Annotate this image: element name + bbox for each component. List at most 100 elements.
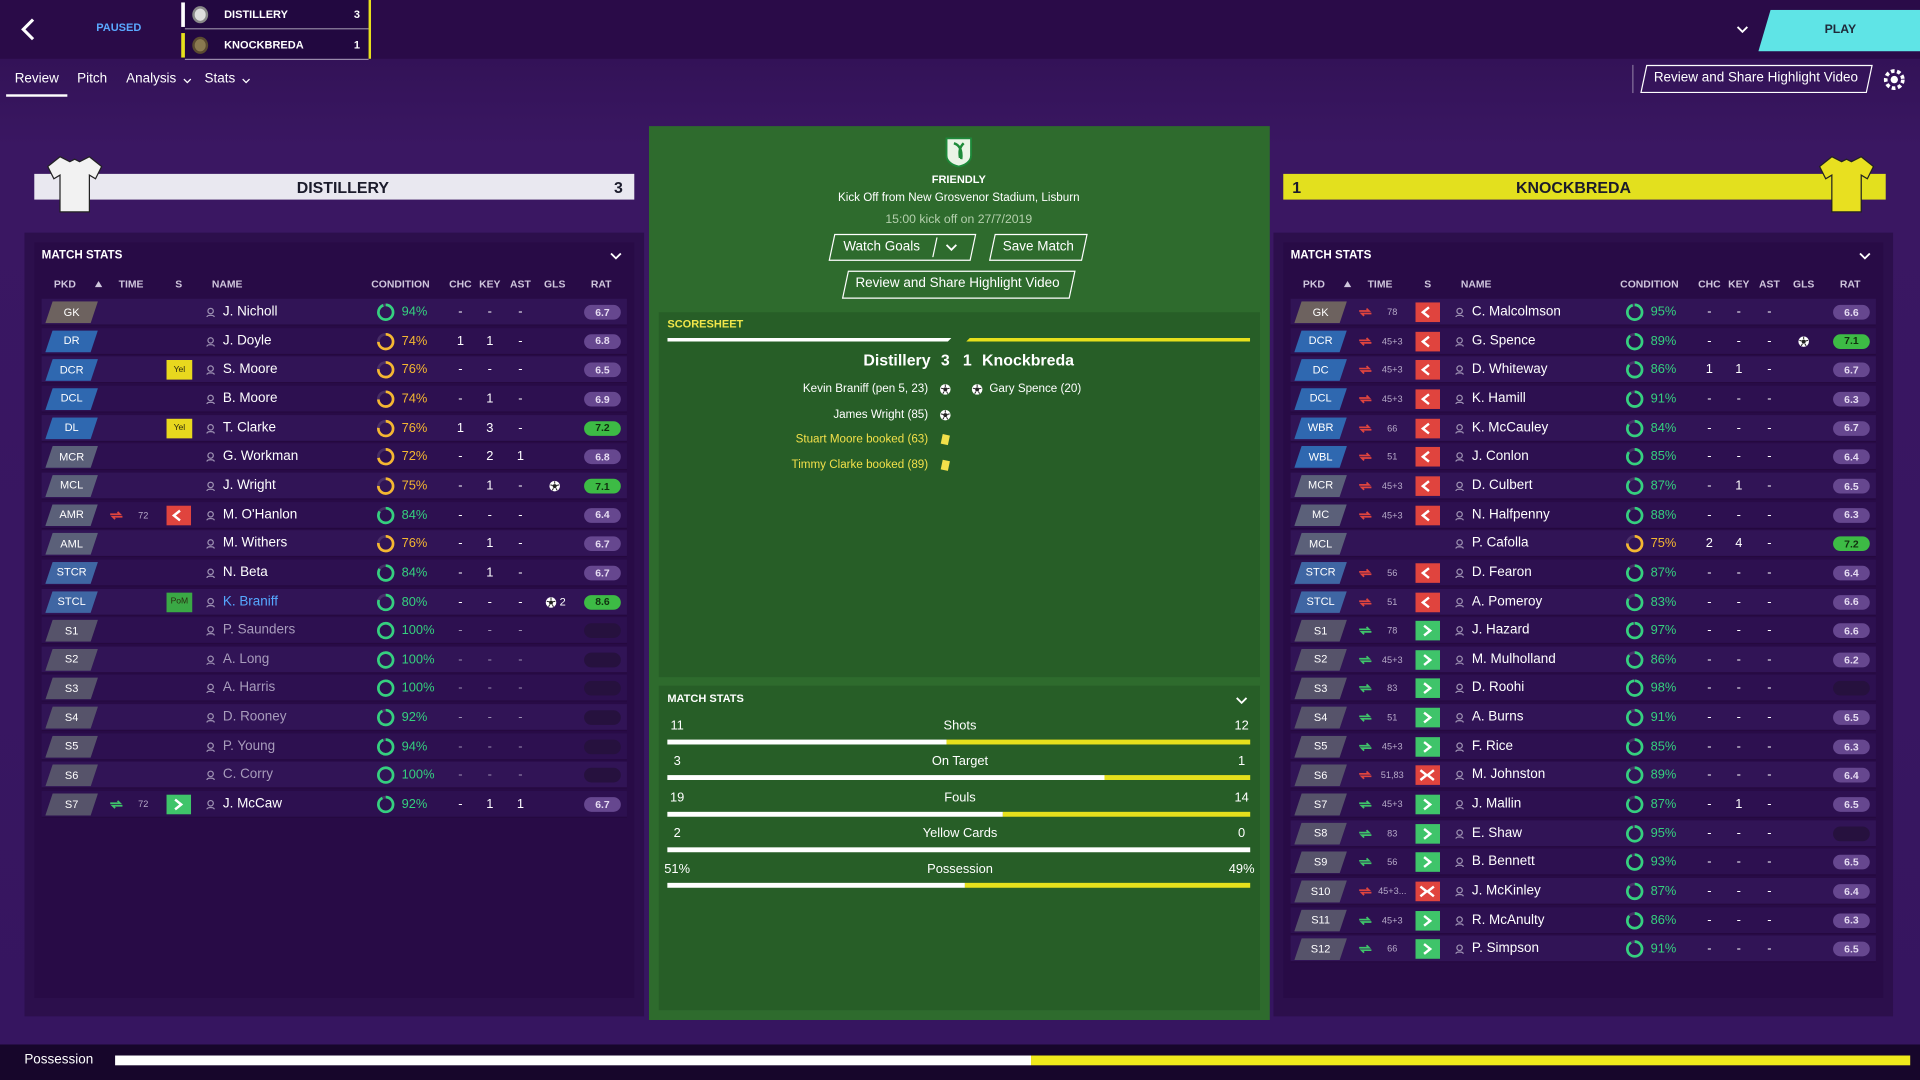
dropdown-chevron[interactable] — [610, 252, 622, 260]
condition: 93% — [1650, 854, 1677, 870]
player-name[interactable]: C. Malcolmson — [1471, 304, 1561, 319]
dropdown-chevron[interactable] — [1236, 697, 1248, 705]
sub-time: 78 — [1387, 306, 1398, 318]
dropdown-chevron[interactable] — [183, 78, 192, 84]
player-name[interactable]: M. Mulholland — [1471, 651, 1556, 667]
dropdown-chevron[interactable] — [945, 244, 957, 252]
column-header[interactable]: CONDITION — [1620, 277, 1679, 290]
column-header[interactable]: TIME — [118, 277, 144, 290]
player-name[interactable]: B. Bennett — [1471, 854, 1535, 870]
position-badge: WBR — [1294, 417, 1347, 439]
tab[interactable]: Pitch — [77, 71, 108, 87]
player-name[interactable]: D. Rooney — [222, 709, 287, 725]
column-header[interactable]: S — [1424, 277, 1432, 290]
column-header[interactable]: GLS — [1792, 277, 1815, 290]
column-header[interactable]: CHC — [449, 277, 472, 290]
player-name[interactable]: J. Conlon — [1471, 449, 1529, 464]
stat-ast: - — [1767, 623, 1772, 638]
column-header[interactable]: S — [175, 277, 183, 290]
column-header[interactable]: PKD — [1302, 277, 1325, 290]
column-header[interactable]: CHC — [1698, 277, 1721, 290]
button-label[interactable]: Review and Share Highlight Video — [855, 276, 1060, 291]
sub-badge-graphic — [1420, 509, 1430, 521]
player-name[interactable]: N. Halfpenny — [1471, 506, 1550, 522]
condition-ring-graphic — [1625, 535, 1644, 553]
player-name[interactable]: A. Burns — [1471, 709, 1524, 725]
player-name[interactable]: F. Rice — [1471, 738, 1514, 754]
position-badge: S8 — [1294, 822, 1347, 844]
player-name[interactable]: D. Roohi — [1471, 680, 1525, 696]
player-name[interactable]: P. Saunders — [222, 622, 296, 638]
tab[interactable]: Analysis — [126, 71, 177, 87]
person-icon — [1455, 365, 1465, 376]
condition-ring-graphic — [377, 564, 395, 582]
column-header[interactable]: NAME — [211, 277, 243, 290]
player-name[interactable]: J. Mallin — [1471, 796, 1522, 812]
back-button[interactable] — [20, 17, 37, 41]
sub-arrows-graphic — [1359, 394, 1372, 404]
player-name[interactable]: K. Braniff — [222, 593, 279, 609]
player-name[interactable]: K. Hamill — [1471, 391, 1526, 406]
sub-time: 66 — [1387, 422, 1398, 434]
player-name[interactable]: J. Doyle — [222, 333, 272, 348]
condition: 85% — [1650, 738, 1677, 754]
button-label[interactable]: Watch Goals — [843, 239, 920, 255]
column-header[interactable]: RAT — [590, 277, 612, 290]
player-name[interactable]: D. Fearon — [1471, 564, 1532, 580]
person-icon — [1455, 655, 1465, 665]
player-name[interactable]: B. Moore — [222, 391, 278, 406]
column-header[interactable]: PKD — [53, 277, 76, 290]
player-name[interactable]: D. Culbert — [1471, 478, 1533, 493]
player-name[interactable]: J. Nicholl — [222, 304, 278, 319]
stat-ast: - — [518, 565, 523, 580]
position-badge: S4 — [1294, 707, 1347, 729]
column-header[interactable]: RAT — [1839, 277, 1861, 290]
player-name[interactable]: E. Shaw — [1471, 825, 1523, 841]
tab[interactable]: Review — [14, 71, 59, 87]
scoreboard-team: DISTILLERY — [224, 7, 288, 21]
dropdown-chevron[interactable] — [1736, 26, 1748, 34]
stat-ast: - — [1767, 883, 1772, 899]
column-header[interactable]: TIME — [1367, 277, 1393, 290]
player-name[interactable]: D. Whiteway — [1471, 362, 1548, 377]
dropdown-chevron[interactable] — [1859, 252, 1871, 260]
player-name[interactable]: C. Corry — [222, 767, 274, 783]
person-icon — [206, 800, 216, 810]
player-name[interactable]: J. Wright — [222, 478, 276, 493]
player-name[interactable]: K. McCauley — [1471, 420, 1549, 435]
sub-arrows-graphic — [1359, 916, 1372, 925]
player-name[interactable]: A. Harris — [222, 680, 276, 696]
player-name[interactable]: J. Hazard — [1471, 622, 1530, 638]
play-button[interactable] — [1758, 9, 1920, 52]
column-header[interactable]: KEY — [1728, 277, 1750, 290]
button-label[interactable]: Save Match — [1002, 239, 1074, 255]
player-name[interactable]: S. Moore — [222, 362, 278, 377]
column-header[interactable]: NAME — [1460, 277, 1492, 290]
player-name[interactable]: T. Clarke — [222, 420, 277, 435]
player-name[interactable]: P. Simpson — [1471, 941, 1539, 957]
column-header[interactable]: AST — [1758, 277, 1780, 290]
player-name[interactable]: R. McAnulty — [1471, 912, 1545, 928]
player-name[interactable]: A. Long — [222, 651, 270, 667]
column-header[interactable]: AST — [510, 277, 531, 290]
player-name[interactable]: P. Young — [222, 738, 276, 754]
column-header[interactable]: GLS — [543, 277, 566, 290]
player-row — [1290, 501, 1876, 529]
stat-chc: - — [1707, 594, 1712, 609]
sub-arrows-graphic — [1359, 713, 1372, 722]
player-name[interactable]: J. McKinley — [1471, 883, 1541, 899]
player-name[interactable]: M. Johnston — [1471, 767, 1546, 783]
column-header[interactable]: CONDITION — [371, 277, 430, 290]
player-name[interactable]: P. Cafolla — [1471, 535, 1529, 551]
player-name[interactable]: J. McCaw — [222, 796, 282, 812]
settings-button[interactable] — [1882, 67, 1906, 91]
player-name[interactable]: N. Beta — [222, 564, 268, 580]
player-name[interactable]: A. Pomeroy — [1471, 593, 1543, 609]
player-name[interactable]: M. Withers — [222, 535, 288, 551]
player-name[interactable]: G. Workman — [222, 449, 299, 464]
player-name[interactable]: M. O'Hanlon — [222, 506, 298, 522]
tab[interactable]: Stats — [204, 71, 236, 87]
dropdown-chevron[interactable] — [242, 78, 251, 84]
player-name[interactable]: G. Spence — [1471, 333, 1536, 348]
column-header[interactable]: KEY — [479, 277, 501, 290]
